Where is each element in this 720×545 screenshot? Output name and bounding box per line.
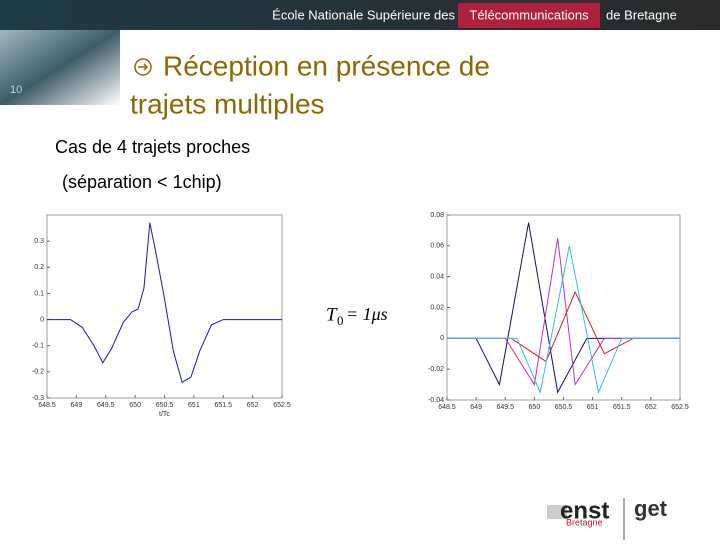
y-tick-label: 0: [40, 316, 44, 323]
x-tick-label: 649: [71, 402, 83, 409]
y-tick-label: 0: [440, 335, 444, 342]
slide-number: 10: [10, 84, 22, 96]
x-tick-label: 652.5: [671, 404, 689, 411]
y-tick-label: -0.2: [32, 369, 44, 376]
x-tick-label: 651.5: [214, 402, 232, 409]
x-tick-label: 652: [645, 404, 657, 411]
x-tick-label: 652.5: [273, 402, 291, 409]
formula-subscript: 0: [337, 313, 344, 328]
decor-image: [0, 30, 120, 105]
logo-bretagne: Bretagne: [566, 517, 603, 527]
x-tick-label: 649.5: [97, 402, 115, 409]
formula-symbol: T: [326, 304, 338, 325]
y-tick-label: -0.04: [428, 397, 444, 404]
x-tick-label: 650: [129, 402, 141, 409]
formula-rest: = 1μs: [346, 304, 388, 324]
y-tick-label: 0.3: [34, 238, 44, 245]
slide-title: trajets multiples: [130, 88, 325, 119]
x-tick-label: 649.5: [496, 404, 514, 411]
data-line: [47, 222, 282, 384]
y-tick-label: 0.02: [430, 304, 444, 311]
x-axis-label: t/Tc: [159, 411, 170, 418]
header-text: de Bretagne: [606, 7, 677, 22]
x-tick-label: 650.5: [156, 402, 174, 409]
logo-get: get: [634, 496, 668, 521]
plot-frame: [446, 214, 681, 401]
y-tick-label: -0.3: [32, 395, 44, 402]
y-tick-label: 0.2: [34, 264, 44, 271]
y-tick-label: -0.1: [32, 343, 44, 350]
x-tick-label: 650: [529, 404, 541, 411]
body-text: (séparation < 1chip): [62, 172, 222, 192]
header-text: Télécommunications: [469, 7, 589, 22]
x-tick-label: 651: [587, 404, 599, 411]
bullet-icon: [134, 58, 152, 76]
x-tick-label: 651.5: [613, 404, 631, 411]
plot-frame: [46, 214, 283, 399]
y-tick-label: 0.06: [430, 243, 444, 250]
y-tick-label: 0.04: [430, 274, 444, 281]
x-tick-label: 648.5: [38, 402, 56, 409]
header-text: École Nationale Supérieure des: [272, 7, 455, 22]
x-tick-label: 651: [188, 402, 200, 409]
y-tick-label: 0.1: [34, 290, 44, 297]
x-tick-label: 650.5: [555, 404, 573, 411]
bullet-arrow: [138, 63, 149, 71]
slide-title: Réception en présence de: [163, 50, 490, 81]
x-tick-label: 648.5: [438, 404, 456, 411]
data-line: [447, 245, 680, 394]
logo-enst: enst: [560, 497, 609, 524]
x-tick-label: 652: [247, 402, 259, 409]
logo-decor: [547, 505, 567, 519]
y-tick-label: -0.02: [428, 366, 444, 373]
header-highlight: [458, 3, 600, 28]
x-tick-label: 649: [470, 404, 482, 411]
body-text: Cas de 4 trajets proches: [55, 137, 250, 157]
y-tick-label: 0.08: [430, 212, 444, 219]
